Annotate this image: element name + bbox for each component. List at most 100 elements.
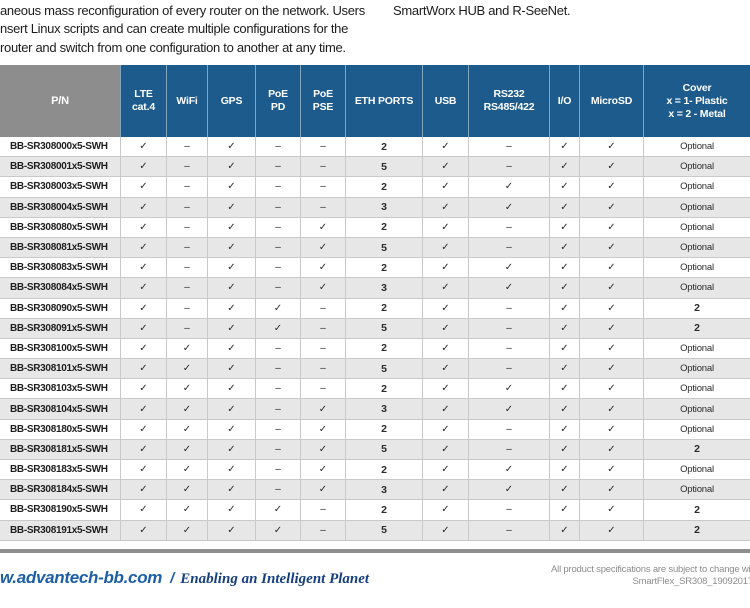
cell-lte: ✓ (120, 379, 166, 400)
cell-poe-pd: – (255, 157, 300, 178)
cell-poe-pd: – (255, 258, 300, 279)
cell-cover: Optional (643, 480, 750, 501)
cell-gps: ✓ (207, 137, 255, 158)
cell-rs232-rs485: – (468, 318, 549, 339)
cell-gps: ✓ (207, 318, 255, 339)
cell-gps: ✓ (207, 500, 255, 521)
cell-lte: ✓ (120, 177, 166, 198)
cell-wifi: ✓ (166, 460, 207, 481)
cell-microsd: ✓ (579, 379, 643, 400)
cell-wifi: – (166, 298, 207, 319)
cell-usb: ✓ (422, 137, 468, 158)
cell-io: ✓ (549, 500, 579, 521)
cell-eth-ports: 5 (345, 318, 422, 339)
col-header-io: I/O (549, 65, 579, 137)
cell-pn: BB-SR308004x5-SWH (0, 197, 120, 218)
cell-eth-ports: 3 (345, 399, 422, 420)
cell-gps: ✓ (207, 379, 255, 400)
cell-io: ✓ (549, 520, 579, 541)
cell-usb: ✓ (422, 197, 468, 218)
cell-poe-pse: ✓ (300, 258, 345, 279)
col-header-gps: GPS (207, 65, 255, 137)
cell-eth-ports: 5 (345, 359, 422, 380)
cell-gps: ✓ (207, 177, 255, 198)
cell-cover: Optional (643, 338, 750, 360)
cell-rs232-rs485: – (468, 359, 549, 380)
cell-pn: BB-SR308104x5-SWH (0, 399, 120, 420)
cell-cover: 2 (643, 298, 750, 319)
table-row: BB-SR308184x5-SWH ✓ ✓ ✓ – ✓ 3 ✓ ✓ ✓ ✓ Optional (0, 480, 750, 501)
cell-rs232-rs485: – (468, 217, 549, 238)
cell-poe-pse: ✓ (300, 399, 345, 420)
cell-usb: ✓ (422, 177, 468, 198)
cell-poe-pse: – (300, 379, 345, 400)
cell-poe-pse: – (300, 157, 345, 178)
cell-gps: ✓ (207, 278, 255, 299)
cell-usb: ✓ (422, 520, 468, 541)
cell-cover: Optional (643, 177, 750, 198)
cell-microsd: ✓ (579, 520, 643, 541)
cell-pn: BB-SR308181x5-SWH (0, 439, 120, 460)
cell-io: ✓ (549, 258, 579, 279)
table-row: BB-SR308183x5-SWH ✓ ✓ ✓ – ✓ 2 ✓ ✓ ✓ ✓ Optional (0, 460, 750, 481)
table-row: BB-SR308080x5-SWH ✓ – ✓ – ✓ 2 ✓ – ✓ ✓ Optional (0, 217, 750, 238)
cell-rs232-rs485: – (468, 520, 549, 541)
cell-eth-ports: 5 (345, 520, 422, 541)
cell-lte: ✓ (120, 278, 166, 299)
cell-eth-ports: 2 (345, 379, 422, 400)
cell-microsd: ✓ (579, 157, 643, 178)
cell-lte: ✓ (120, 338, 166, 360)
cell-pn: BB-SR308100x5-SWH (0, 338, 120, 360)
cell-wifi: – (166, 258, 207, 279)
cell-pn: BB-SR308101x5-SWH (0, 359, 120, 380)
cell-poe-pse: – (300, 359, 345, 380)
table-row: BB-SR308190x5-SWH ✓ ✓ ✓ ✓ –2 ✓ – ✓ ✓ 2 (0, 500, 750, 521)
cell-pn: BB-SR308001x5-SWH (0, 157, 120, 178)
table-row: BB-SR308103x5-SWH ✓ ✓ ✓ – –2 ✓ ✓ ✓ ✓ Optional (0, 379, 750, 400)
table-row: BB-SR308000x5-SWH ✓ – ✓ – –2 ✓ – ✓ ✓ Optional (0, 137, 750, 158)
cell-usb: ✓ (422, 419, 468, 440)
cell-cover: 2 (643, 500, 750, 521)
cell-pn: BB-SR308084x5-SWH (0, 278, 120, 299)
cell-cover: Optional (643, 258, 750, 279)
cell-poe-pd: ✓ (255, 318, 300, 339)
cell-microsd: ✓ (579, 177, 643, 198)
cell-poe-pse: – (300, 197, 345, 218)
cell-rs232-rs485: ✓ (468, 399, 549, 420)
cell-lte: ✓ (120, 399, 166, 420)
website-link[interactable]: w.advantech-bb.com (0, 568, 163, 587)
cell-lte: ✓ (120, 157, 166, 178)
cell-gps: ✓ (207, 157, 255, 178)
cell-gps: ✓ (207, 399, 255, 420)
cell-lte: ✓ (120, 460, 166, 481)
cell-usb: ✓ (422, 439, 468, 460)
cell-io: ✓ (549, 217, 579, 238)
cell-poe-pse: ✓ (300, 419, 345, 440)
cell-gps: ✓ (207, 258, 255, 279)
table-row: BB-SR308081x5-SWH ✓ – ✓ – ✓ 5 ✓ – ✓ ✓ Optional (0, 237, 750, 259)
cell-rs232-rs485: ✓ (468, 278, 549, 299)
cell-lte: ✓ (120, 439, 166, 460)
cell-wifi: ✓ (166, 500, 207, 521)
cell-rs232-rs485: ✓ (468, 480, 549, 501)
cell-eth-ports: 3 (345, 197, 422, 218)
cell-poe-pd: – (255, 460, 300, 481)
cell-gps: ✓ (207, 217, 255, 238)
col-header-poe-pse: PoE PSE (300, 65, 345, 137)
cell-cover: Optional (643, 419, 750, 440)
cell-lte: ✓ (120, 520, 166, 541)
cell-io: ✓ (549, 157, 579, 178)
cell-eth-ports: 2 (345, 338, 422, 360)
intro-line: SmartWorx HUB and R-SeeNet. (393, 3, 571, 18)
cell-eth-ports: 3 (345, 480, 422, 501)
cell-pn: BB-SR308003x5-SWH (0, 177, 120, 198)
cell-poe-pd: – (255, 338, 300, 360)
cell-poe-pd: – (255, 237, 300, 259)
cell-wifi: – (166, 137, 207, 158)
cell-usb: ✓ (422, 237, 468, 259)
cell-poe-pd: – (255, 217, 300, 238)
cell-cover: Optional (643, 137, 750, 158)
cell-pn: BB-SR308191x5-SWH (0, 520, 120, 541)
cell-lte: ✓ (120, 318, 166, 339)
